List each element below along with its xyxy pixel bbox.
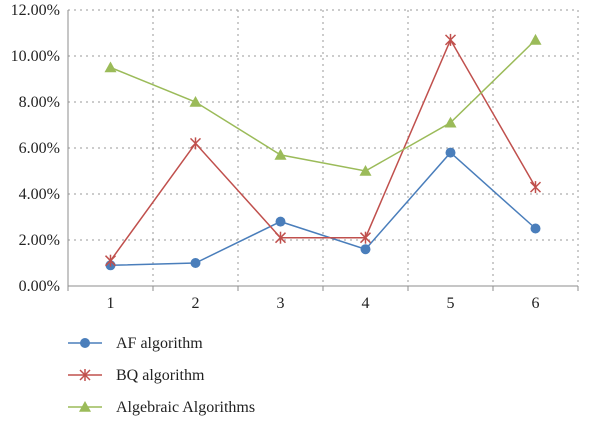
data-point bbox=[530, 223, 541, 234]
x-tick-label: 4 bbox=[362, 295, 370, 312]
data-point bbox=[274, 231, 287, 244]
legend-label: BQ algorithm bbox=[116, 367, 205, 384]
y-tick-label: 0.00% bbox=[19, 278, 60, 295]
y-tick-label: 10.00% bbox=[11, 48, 60, 65]
data-point bbox=[274, 148, 287, 160]
series-2 bbox=[104, 33, 542, 267]
data-point bbox=[275, 216, 286, 227]
legend-marker bbox=[80, 338, 90, 348]
series-lines bbox=[104, 33, 542, 271]
gridlines bbox=[68, 9, 579, 286]
data-point bbox=[529, 33, 542, 45]
legend-item: Algebraic Algorithms bbox=[68, 399, 255, 416]
y-tick-label: 4.00% bbox=[19, 186, 60, 203]
legend: AF algorithm BQ algorithm Algebraic Algori… bbox=[68, 335, 255, 416]
y-tick-label: 8.00% bbox=[19, 94, 60, 111]
axes: 0.00% 2.00% 4.00% 6.00% 8.00% 10.00% 12.00% 1 2 3… bbox=[11, 2, 579, 312]
legend-label: Algebraic Algorithms bbox=[116, 399, 255, 416]
legend-item: AF algorithm bbox=[68, 335, 203, 352]
data-point bbox=[104, 254, 117, 267]
x-tick-label: 6 bbox=[532, 295, 540, 312]
series-3 bbox=[104, 33, 542, 176]
y-tick-label: 6.00% bbox=[19, 140, 60, 157]
data-point bbox=[360, 244, 371, 255]
legend-label: AF algorithm bbox=[116, 335, 203, 352]
data-point bbox=[190, 258, 201, 268]
x-tick-label: 2 bbox=[192, 295, 200, 312]
series-line bbox=[110, 39, 537, 172]
x-tick-label: 5 bbox=[447, 295, 455, 312]
data-point bbox=[104, 61, 117, 73]
data-point bbox=[529, 181, 542, 194]
series-line bbox=[109, 38, 537, 262]
series-line bbox=[110, 151, 536, 267]
legend-item: BQ algorithm bbox=[68, 367, 205, 384]
legend-marker bbox=[79, 369, 91, 381]
data-point bbox=[189, 137, 202, 150]
y-tick-label: 2.00% bbox=[19, 232, 60, 249]
y-tick-label: 12.00% bbox=[11, 2, 60, 19]
legend-marker bbox=[79, 401, 91, 412]
data-point bbox=[445, 147, 456, 158]
data-point bbox=[189, 96, 202, 107]
x-tick-label: 3 bbox=[277, 295, 285, 312]
data-point bbox=[444, 33, 457, 46]
data-point bbox=[444, 116, 457, 128]
data-point bbox=[359, 231, 372, 244]
data-point bbox=[359, 165, 372, 176]
x-tick-label: 1 bbox=[107, 295, 115, 312]
